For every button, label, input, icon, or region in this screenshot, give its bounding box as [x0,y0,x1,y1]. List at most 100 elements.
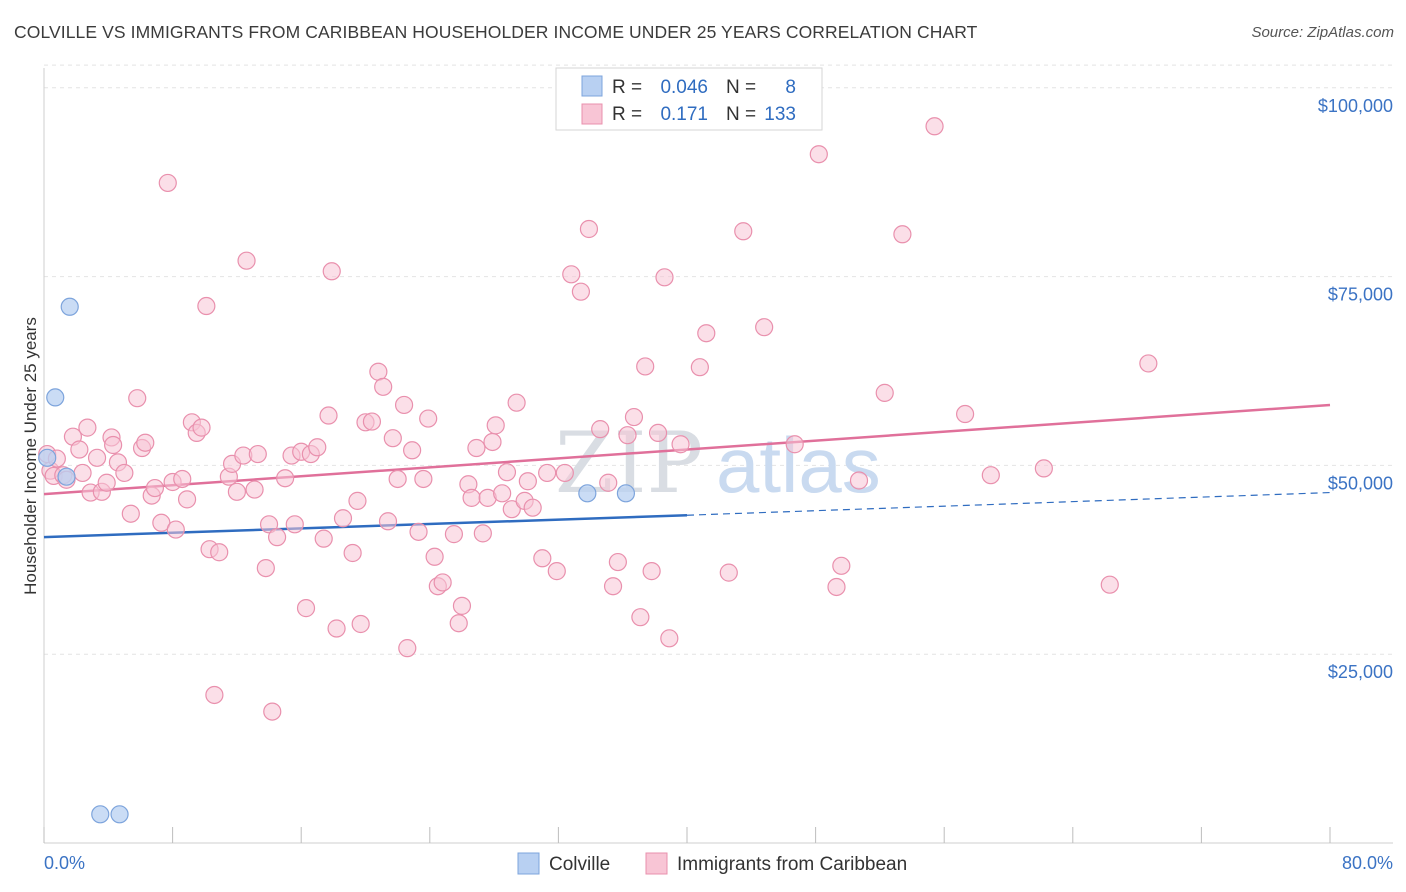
point-caribbean [1139,354,1158,373]
stats-r-label-1: R = [612,77,642,98]
point-caribbean [671,435,690,454]
point-caribbean [136,433,155,452]
point-caribbean [197,296,216,316]
point-caribbean [267,528,287,547]
y-tick-label-0: $25,000 [1328,662,1393,682]
stats-r-value-2: 0.171 [660,104,708,125]
point-caribbean [333,509,353,528]
point-caribbean [507,393,526,412]
point-caribbean [452,596,472,615]
point-caribbean [493,484,512,503]
point-caribbean [348,491,367,510]
point-caribbean [875,383,894,402]
point-caribbean [296,599,316,618]
stats-swatch-caribbean [581,103,603,125]
point-caribbean [518,472,537,491]
point-colville [38,448,57,467]
y-tick-label-3: $100,000 [1318,96,1393,116]
point-caribbean [158,173,177,193]
point-caribbean [660,629,679,648]
point-caribbean [388,469,407,489]
point-caribbean [87,448,107,467]
stats-r-value-1: 0.046 [660,77,708,98]
point-caribbean [809,145,828,164]
stats-swatch-colville [581,75,603,97]
point-colville [60,297,79,316]
point-caribbean [73,463,92,483]
point-caribbean [467,438,486,458]
point-caribbean [433,573,452,592]
point-caribbean [608,552,627,572]
point-caribbean [648,423,668,443]
point-caribbean [425,547,444,566]
stats-n-value-2: 133 [764,104,796,125]
point-caribbean [319,406,338,425]
point-caribbean [414,469,433,489]
watermark-atlas: atlas [716,421,881,509]
point-caribbean [394,395,414,415]
point-colville [110,805,129,824]
legend-swatch-caribbean [645,852,668,875]
point-colville [616,484,636,503]
point-caribbean [205,685,224,705]
source-note: Source: ZipAtlas.com [1251,24,1394,41]
point-caribbean [227,482,246,501]
point-caribbean [343,543,362,563]
point-caribbean [115,463,134,483]
point-caribbean [248,444,267,464]
data-points [38,117,1158,824]
point-caribbean [636,357,655,376]
point-caribbean [259,515,279,534]
point-caribbean [70,440,89,459]
point-caribbean [631,608,650,627]
point-caribbean [955,404,975,424]
point-caribbean [719,563,738,582]
point-caribbean [121,504,140,523]
point-caribbean [322,262,341,281]
point-caribbean [383,429,402,448]
point-caribbean [697,324,716,343]
legend-label-caribbean: Immigrants from Caribbean [677,854,907,875]
y-axis-label: Householder Income Under 25 years [21,317,40,595]
y-tick-label-1: $50,000 [1328,473,1393,493]
point-colville [57,467,76,486]
point-caribbean [327,619,346,638]
x-tick-label-min: 0.0% [44,853,85,873]
point-caribbean [785,435,804,454]
point-caribbean [925,117,944,136]
point-caribbean [849,471,869,490]
point-caribbean [192,418,211,437]
point-caribbean [145,478,165,498]
point-caribbean [571,282,591,301]
point-caribbean [502,500,521,519]
point-caribbean [473,524,492,543]
point-caribbean [981,466,1000,485]
point-caribbean [449,614,468,633]
legend-swatch-colville [517,852,540,875]
point-caribbean [398,639,417,658]
stats-n-value-1: 8 [785,77,796,98]
stats-r-label-2: R = [612,104,642,125]
legend-label-colville: Colville [549,854,610,875]
point-caribbean [237,251,256,270]
point-caribbean [403,441,422,460]
point-caribbean [555,463,574,483]
point-caribbean [547,562,566,581]
point-caribbean [486,416,505,435]
point-caribbean [832,556,851,575]
point-caribbean [128,389,147,408]
y-tick-label-2: $75,000 [1328,285,1393,305]
point-caribbean [462,488,481,507]
point-caribbean [78,418,97,437]
point-colville [578,484,597,503]
point-caribbean [562,265,581,284]
stats-n-label-1: N = [726,77,756,98]
stats-legend: R = 0.046 N = 8 R = 0.171 N = 133 [555,67,823,131]
point-caribbean [409,522,428,541]
point-caribbean [256,558,275,578]
point-caribbean [97,473,116,492]
grid-lines [44,64,1393,655]
point-caribbean [314,529,333,548]
point-caribbean [624,407,644,427]
point-caribbean [177,490,197,509]
